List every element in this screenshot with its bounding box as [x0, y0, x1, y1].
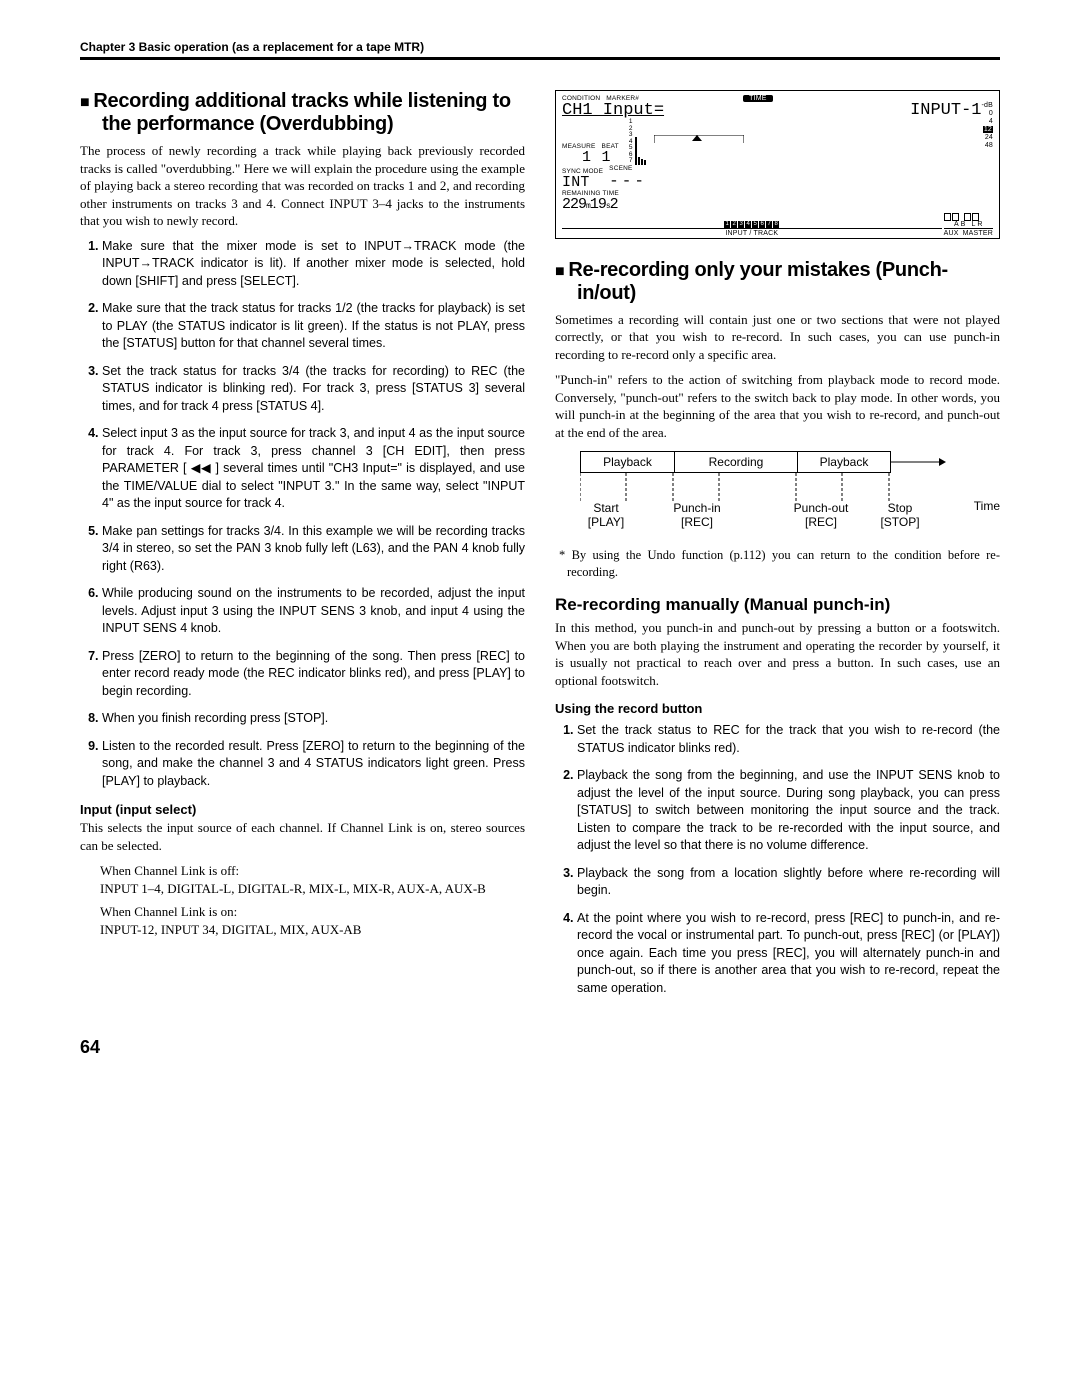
overdubbing-intro: The process of newly recording a track w… [80, 142, 525, 230]
diagram-label: Punch-in[REC] [657, 501, 737, 529]
punchin-p2: "Punch-in" refers to the action of switc… [555, 371, 1000, 441]
channel-link-off: When Channel Link is off: INPUT 1–4, DIG… [80, 862, 525, 897]
record-button-steps: Set the track status to REC for the trac… [555, 722, 1000, 997]
step-item: At the point where you wish to re-record… [577, 910, 1000, 998]
step-item: Playback the song from the beginning, an… [577, 767, 1000, 855]
step-item: Make sure that the mixer mode is set to … [102, 238, 525, 291]
manual-punchin-p: In this method, you punch-in and punch-o… [555, 619, 1000, 689]
step-item: Make sure that the track status for trac… [102, 300, 525, 353]
step-item: When you finish recording press [STOP]. [102, 710, 525, 728]
overdubbing-heading: ■Recording additional tracks while liste… [80, 90, 525, 136]
step-item: While producing sound on the instruments… [102, 585, 525, 638]
punchin-p1: Sometimes a recording will contain just … [555, 311, 1000, 364]
left-column: ■Recording additional tracks while liste… [80, 90, 525, 1007]
step-item: Make pan settings for tracks 3/4. In thi… [102, 523, 525, 576]
record-button-heading: Using the record button [555, 701, 1000, 716]
step-item: Set the track status to REC for the trac… [577, 722, 1000, 757]
step-item: Select input 3 as the input source for t… [102, 425, 525, 513]
page-number: 64 [80, 1037, 1000, 1058]
channel-link-on: When Channel Link is on: INPUT-12, INPUT… [80, 903, 525, 938]
diagram-label: Start[PLAY] [566, 501, 646, 529]
diagram-label: Punch-out[REC] [781, 501, 861, 529]
punchin-diagram: PlaybackRecordingPlayback Time Start[PLA… [555, 451, 1000, 537]
input-select-para: This selects the input source of each ch… [80, 819, 525, 854]
chapter-header: Chapter 3 Basic operation (as a replacem… [80, 40, 1000, 60]
step-item: Set the track status for tracks 3/4 (the… [102, 363, 525, 416]
step-item: Playback the song from a location slight… [577, 865, 1000, 900]
punchin-heading: ■Re-recording only your mistakes (Punch-… [555, 259, 1000, 305]
lcd-display: CONDITION MARKER# TIME CH1 Input= INPUT-… [555, 90, 1000, 239]
overdubbing-steps: Make sure that the mixer mode is set to … [80, 238, 525, 791]
step-item: Listen to the recorded result. Press [ZE… [102, 738, 525, 791]
db-scale: -dB 0 4 12 24 48 [982, 102, 994, 149]
right-column: CONDITION MARKER# TIME CH1 Input= INPUT-… [555, 90, 1000, 1007]
diagram-segment: Playback [581, 452, 675, 472]
manual-punchin-heading: Re-recording manually (Manual punch-in) [555, 595, 1000, 615]
diagram-label: Stop[STOP] [860, 501, 940, 529]
input-select-heading: Input (input select) [80, 802, 525, 817]
step-item: Press [ZERO] to return to the beginning … [102, 648, 525, 701]
undo-footnote: * By using the Undo function (p.112) you… [555, 547, 1000, 581]
diagram-segment: Playback [798, 452, 890, 472]
diagram-segment: Recording [675, 452, 798, 472]
